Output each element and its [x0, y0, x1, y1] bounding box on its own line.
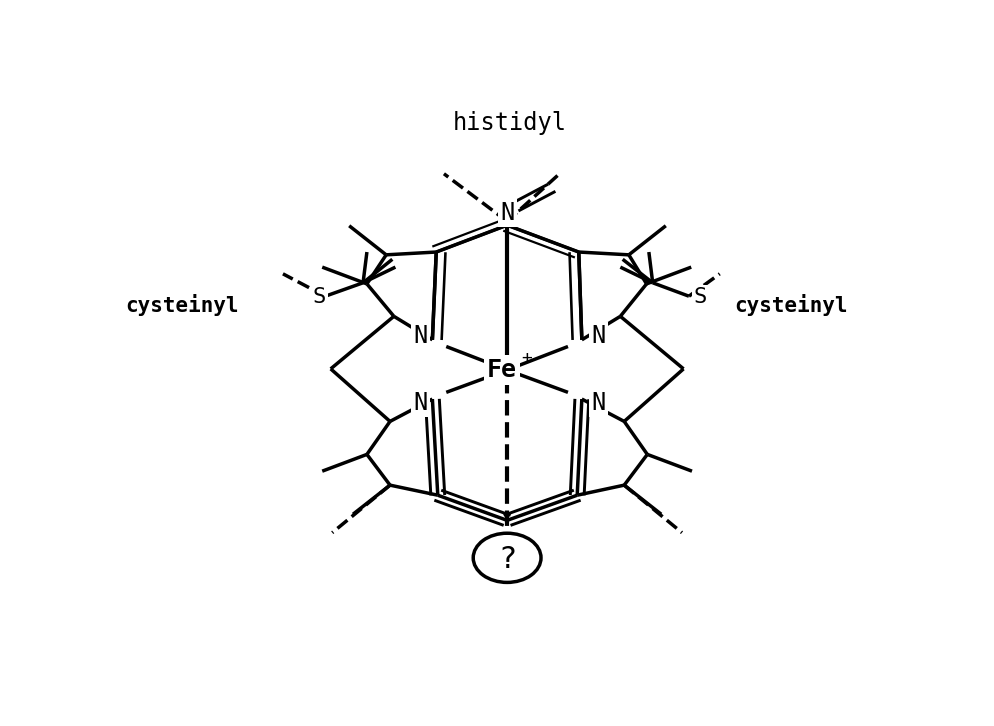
Text: N: N: [590, 324, 605, 348]
Text: N: N: [414, 391, 428, 415]
Text: N: N: [590, 391, 605, 415]
Text: Fe: Fe: [487, 358, 517, 382]
Text: N: N: [500, 201, 514, 225]
Text: S: S: [312, 287, 326, 307]
Text: S: S: [694, 287, 707, 307]
Text: N: N: [414, 324, 428, 348]
Text: +: +: [522, 349, 533, 367]
Text: cysteinyl: cysteinyl: [734, 294, 848, 316]
Text: histidyl: histidyl: [452, 112, 567, 136]
Text: ?: ?: [498, 545, 516, 574]
Text: cysteinyl: cysteinyl: [125, 294, 239, 316]
